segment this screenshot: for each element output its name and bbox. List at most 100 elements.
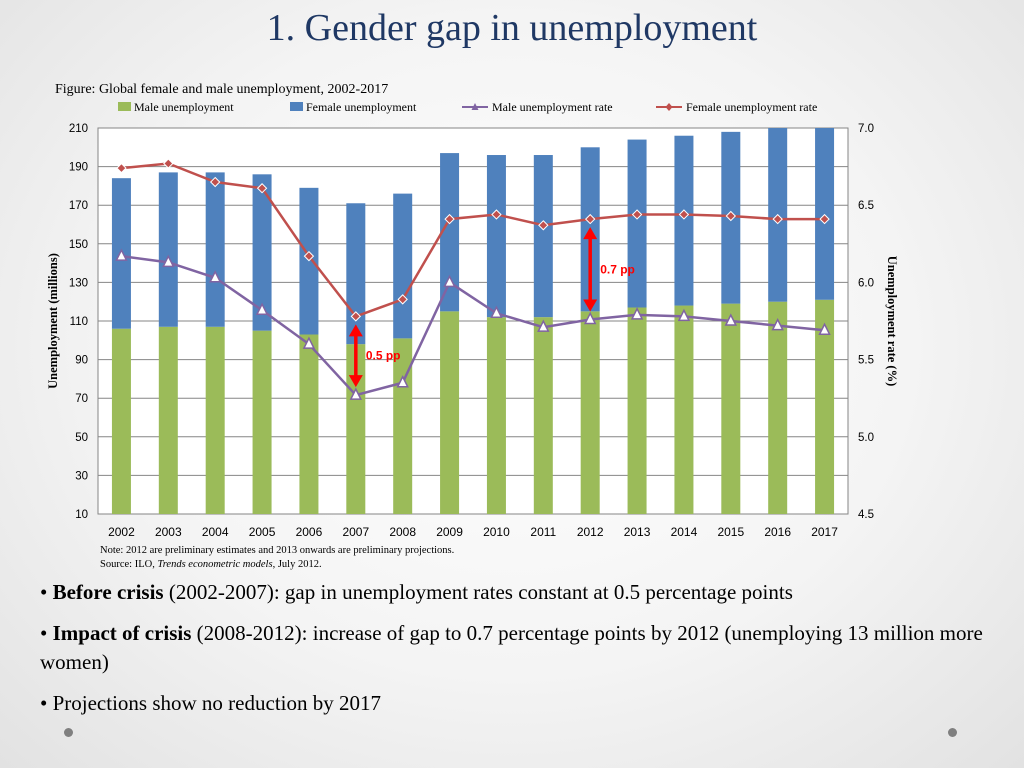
bar-male bbox=[721, 303, 741, 514]
x-tick: 2007 bbox=[342, 525, 369, 539]
source-suffix: , July 2012. bbox=[272, 559, 322, 570]
marker-female-rate bbox=[491, 209, 502, 220]
y-left-tick: 190 bbox=[69, 162, 88, 174]
bar-male bbox=[440, 311, 460, 514]
line-male-rate bbox=[121, 254, 825, 397]
marker-female-rate bbox=[772, 213, 783, 225]
y-left-tick: 30 bbox=[75, 470, 88, 482]
legend-marker bbox=[471, 103, 479, 110]
y-left-tick: 210 bbox=[69, 123, 88, 135]
marker-female-rate bbox=[631, 209, 643, 220]
source-prefix: Source: ILO, bbox=[100, 559, 158, 570]
y-left-tick: 50 bbox=[75, 432, 88, 444]
bar-female bbox=[533, 155, 553, 318]
x-tick: 2016 bbox=[764, 525, 791, 539]
marker-female-rate bbox=[397, 294, 408, 305]
x-tick: 2017 bbox=[811, 525, 838, 539]
marker-male-rate bbox=[349, 387, 363, 400]
bar-male bbox=[486, 317, 506, 514]
x-tick: 2008 bbox=[389, 525, 416, 539]
legend-swatch bbox=[290, 102, 303, 111]
annotation-label: 0.5 pp bbox=[366, 349, 401, 363]
figure-caption: Figure: Global female and male unemploym… bbox=[55, 82, 388, 97]
figure-notes: Note: 2012 are preliminary estimates and… bbox=[100, 544, 454, 572]
bar-female bbox=[252, 174, 272, 331]
annotation-arrowhead bbox=[583, 299, 598, 312]
bullet-item: • Impact of crisis (2008-2012): increase… bbox=[40, 621, 983, 674]
y-left-tick: 130 bbox=[69, 277, 88, 289]
y-right-label: Unemployment rate (%) bbox=[885, 256, 899, 387]
x-tick: 2004 bbox=[202, 525, 229, 539]
bar-female bbox=[674, 135, 694, 306]
x-tick: 2011 bbox=[530, 525, 556, 539]
x-tick: 2015 bbox=[717, 525, 744, 539]
bar-male bbox=[627, 307, 647, 514]
marker-male-rate bbox=[443, 274, 456, 288]
bar-male bbox=[299, 334, 319, 514]
slide-title: 1. Gender gap in unemployment bbox=[266, 7, 758, 49]
marker-female-rate bbox=[538, 220, 549, 231]
slide-dot-left bbox=[64, 728, 73, 737]
annotation-arrowhead bbox=[348, 324, 363, 337]
marker-male-rate bbox=[771, 317, 784, 331]
figure-note: Note: 2012 are preliminary estimates and… bbox=[100, 545, 455, 556]
x-tick: 2014 bbox=[671, 525, 698, 539]
bar-male bbox=[533, 317, 553, 514]
annotation-label: 0.7 pp bbox=[600, 262, 635, 276]
legend-label: Male unemployment rate bbox=[492, 100, 613, 114]
x-tick: 2003 bbox=[155, 525, 182, 539]
marker-female-rate bbox=[584, 213, 596, 225]
y-right-tick: 6.5 bbox=[858, 200, 874, 212]
bar-female bbox=[815, 128, 835, 300]
bar-male bbox=[111, 328, 131, 514]
bar-male bbox=[580, 311, 600, 514]
annotation-arrowhead bbox=[348, 375, 363, 388]
marker-male-rate bbox=[302, 336, 316, 349]
y-left-tick: 90 bbox=[75, 355, 88, 367]
marker-female-rate bbox=[116, 162, 127, 174]
x-tick: 2010 bbox=[483, 525, 510, 539]
bar-female bbox=[486, 155, 506, 318]
marker-male-rate bbox=[490, 305, 503, 319]
marker-female-rate bbox=[209, 176, 221, 188]
bar-male bbox=[346, 344, 366, 514]
y-left-tick: 150 bbox=[69, 239, 88, 251]
bullet-bold: Before crisis bbox=[52, 580, 164, 604]
bar-male bbox=[393, 338, 413, 514]
annotation-arrowhead bbox=[583, 227, 598, 240]
x-tick: 2002 bbox=[108, 525, 135, 539]
y-left-tick: 170 bbox=[69, 200, 88, 212]
y-right-tick: 5.5 bbox=[858, 355, 874, 367]
bar-female bbox=[627, 139, 647, 308]
y-left-label: Unemployment (millions) bbox=[46, 253, 60, 389]
bar-male bbox=[674, 305, 694, 514]
legend-marker bbox=[665, 103, 673, 111]
bar-male bbox=[815, 299, 835, 514]
marker-male-rate bbox=[583, 311, 597, 325]
x-tick: 2013 bbox=[624, 525, 651, 539]
y-right-tick: 4.5 bbox=[858, 509, 874, 521]
figure-source: Source: ILO, Trends econometric models, … bbox=[100, 558, 454, 572]
bar-male bbox=[768, 301, 788, 514]
bullet-item: • Before crisis (2002-2007): gap in unem… bbox=[40, 580, 793, 604]
marker-male-rate bbox=[724, 313, 738, 326]
marker-male-rate bbox=[537, 319, 550, 332]
marker-female-rate bbox=[303, 250, 315, 262]
y-left-tick: 10 bbox=[75, 509, 88, 521]
y-left-tick: 70 bbox=[75, 393, 88, 405]
x-tick: 2005 bbox=[249, 525, 276, 539]
marker-male-rate bbox=[255, 302, 269, 315]
y-right-tick: 5.0 bbox=[858, 432, 874, 444]
bar-female bbox=[346, 203, 366, 345]
bullet-bold: Impact of crisis bbox=[52, 621, 192, 645]
bullet-text: (2008-2012): increase of gap to 0.7 perc… bbox=[40, 621, 983, 674]
marker-female-rate bbox=[350, 311, 362, 322]
bullet-item: • Projections show no reduction by 2017 bbox=[40, 691, 381, 715]
bar-male bbox=[205, 326, 225, 514]
legend-swatch bbox=[118, 102, 131, 111]
legend-label: Male unemployment bbox=[134, 100, 234, 114]
y-left-tick: 110 bbox=[70, 316, 88, 328]
bar-female bbox=[393, 193, 413, 339]
marker-male-rate bbox=[162, 254, 175, 268]
bullet-text: (2002-2007): gap in unemployment rates c… bbox=[163, 580, 793, 604]
